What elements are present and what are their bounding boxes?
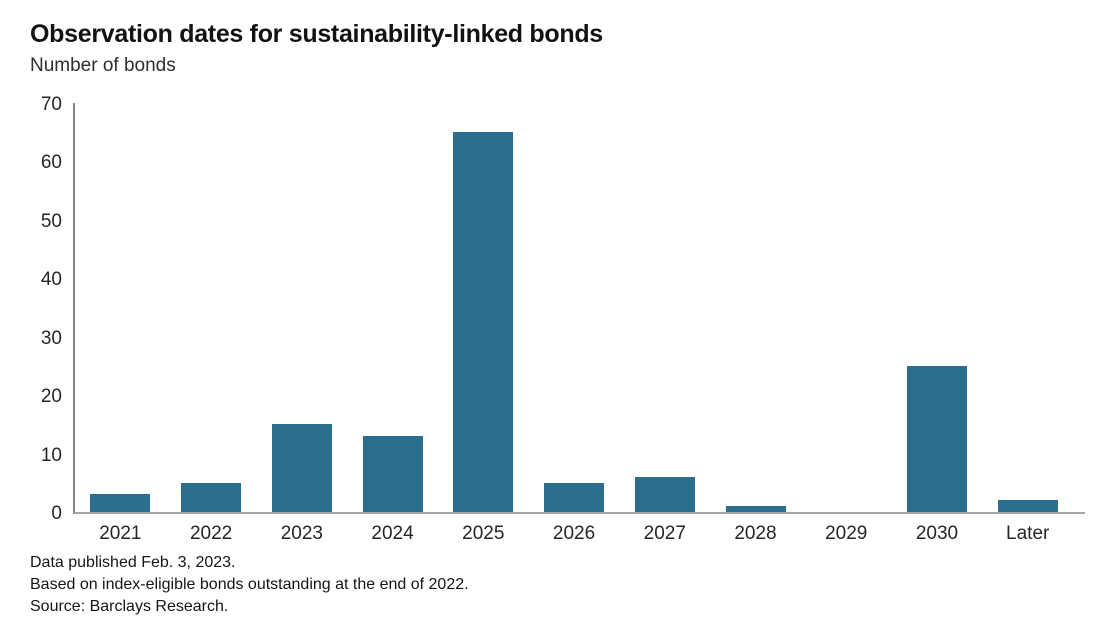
bar-2025 [453,132,514,512]
x-tick-2028: 2028 [734,523,777,544]
y-tick-60: 60 [40,152,62,174]
y-tick-70: 70 [40,94,62,115]
bar-2028 [725,506,786,512]
bar-slot-later [982,103,1073,512]
bar-slot-2023 [256,103,347,512]
bar-2021 [90,494,151,512]
bar-slot-2026 [529,103,620,512]
footnotes: Data published Feb. 3, 2023. Based on in… [30,552,469,618]
x-tick-2027: 2027 [643,523,686,544]
bar-slot-2029 [801,103,892,512]
plot-area [73,103,1085,514]
bar-2026 [544,482,605,512]
bar-later [997,500,1058,512]
bar-slot-2030 [892,103,983,512]
x-tick-2022: 2022 [189,523,233,544]
bar-slot-2027 [619,103,710,512]
x-tick-2029: 2029 [825,523,868,544]
bar-2030 [906,365,967,512]
chart-title: Observation dates for sustainability-lin… [30,20,603,48]
y-tick-50: 50 [40,210,62,232]
x-tick-2021: 2021 [99,523,142,544]
x-tick-2023: 2023 [280,523,323,544]
x-tick-2025: 2025 [462,523,505,544]
bar-2023 [271,424,332,512]
x-tick-2030: 2030 [915,523,959,544]
y-tick-0: 0 [51,503,62,524]
x-tick-later: Later [1006,523,1050,544]
bar-2022 [181,482,242,512]
bar-slot-2021 [75,103,166,512]
footnote-data-basis: Based on index-eligible bonds outstandin… [30,576,469,593]
bar-slot-2028 [710,103,801,512]
bars-group [75,103,1073,512]
footnote-source: Source: Barclays Research. [30,598,229,615]
footnote-published-date: Data published Feb. 3, 2023. [30,554,236,571]
x-axis-labels: 2021 2022 2023 2024 2025 2026 2027 2028 2029 2030… [75,522,1073,546]
y-tick-10: 10 [40,444,62,466]
x-tick-2026: 2026 [552,523,596,544]
bar-2027 [634,476,695,512]
y-tick-40: 40 [40,269,62,291]
x-tick-2024: 2024 [371,523,414,544]
bar-2024 [362,436,423,512]
y-tick-30: 30 [40,327,62,349]
bar-slot-2024 [347,103,438,512]
bar-slot-2025 [438,103,529,512]
chart-subtitle: Number of bonds [30,55,176,76]
bar-slot-2022 [166,103,257,512]
y-tick-20: 20 [40,386,62,408]
